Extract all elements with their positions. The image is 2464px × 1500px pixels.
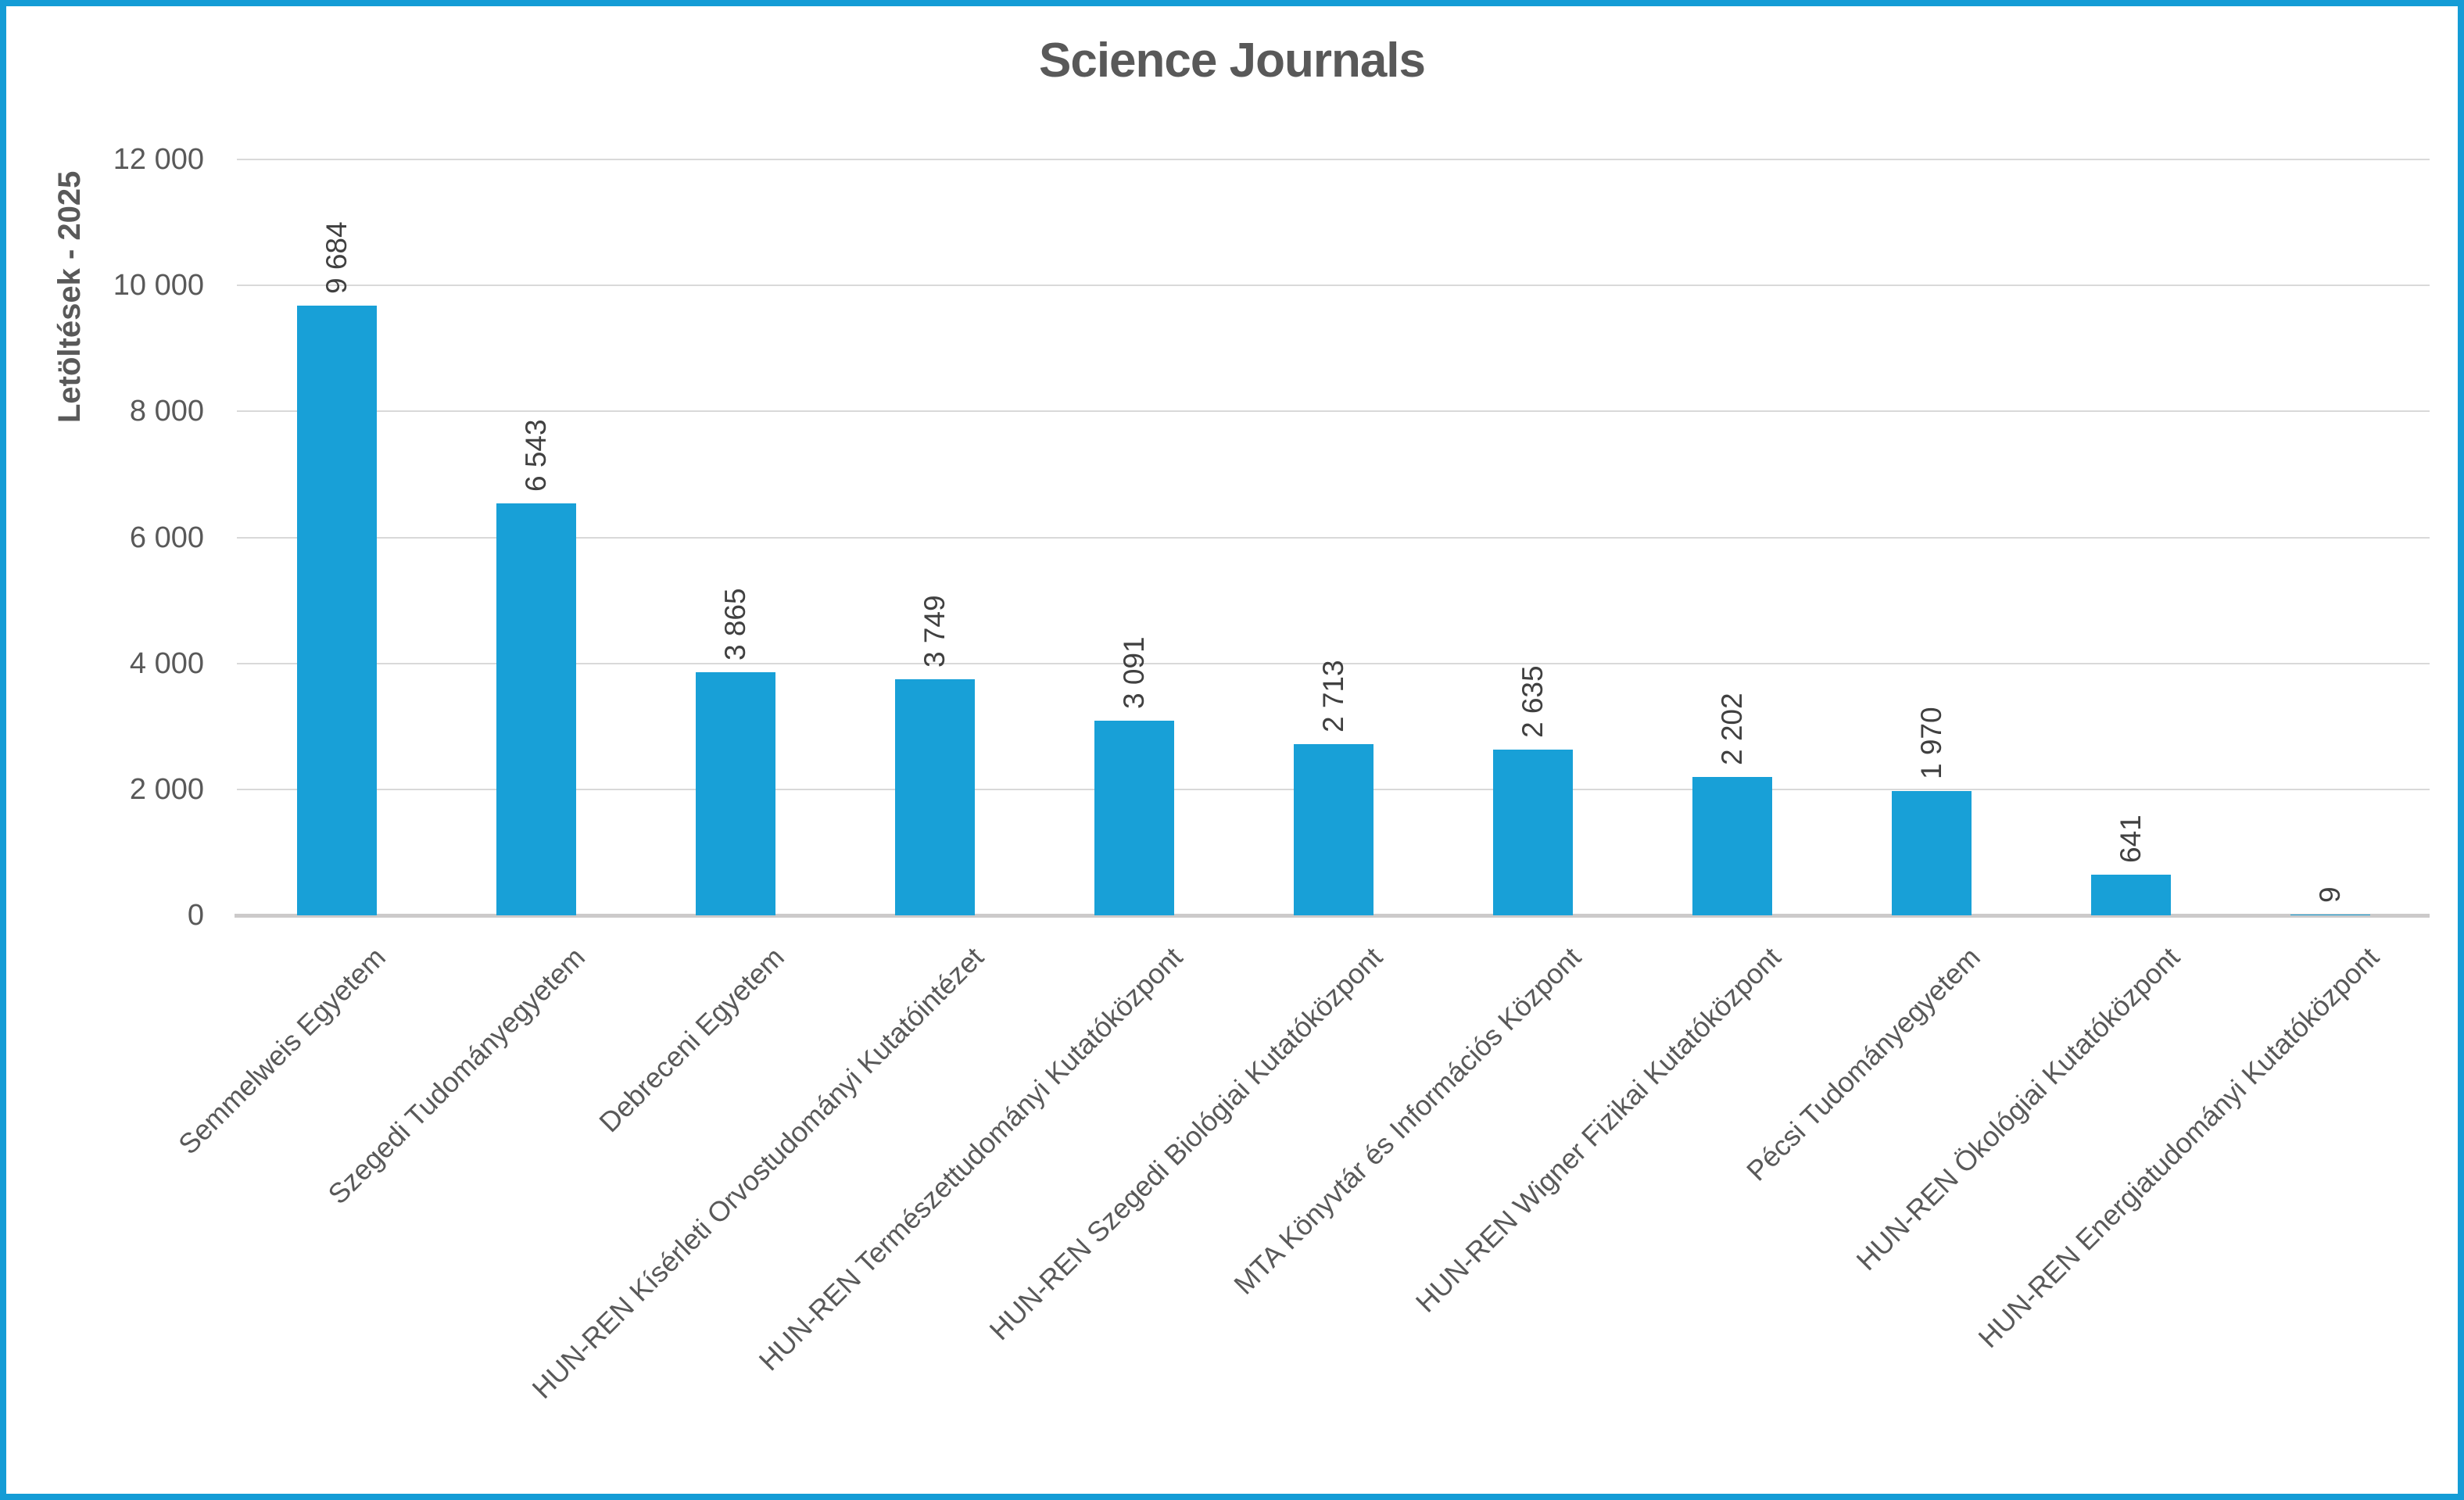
- bar-value-label: 3 091: [1118, 636, 1150, 709]
- x-category-label: HUN-REN Wigner Fizikai Kutatóközpont: [1409, 940, 1787, 1319]
- bar: [496, 503, 576, 915]
- bar-value-label: 641: [2115, 814, 2147, 863]
- y-tick-label: 12 000: [113, 143, 204, 176]
- bar: [1493, 750, 1573, 915]
- bar-value-label: 1 970: [1915, 707, 1947, 779]
- bar: [696, 672, 775, 915]
- x-category-label: Semmelweis Egyetem: [171, 940, 392, 1161]
- x-category-label: HUN-REN Szegedi Biológiai Kutatóközpont: [983, 940, 1388, 1347]
- x-category-label: HUN-REN Természettudományi Kutatóközpont: [753, 940, 1189, 1377]
- gridline: [237, 159, 2430, 160]
- gridline: [237, 285, 2430, 287]
- x-category-label: HUN-REN Kísérleti Orvostudományi Kutatói…: [525, 940, 990, 1405]
- bar-value-label: 2 202: [1716, 693, 1748, 765]
- y-tick-label: 4 000: [129, 646, 204, 680]
- y-tick-label: 8 000: [129, 395, 204, 428]
- bar-value-label: 3 749: [919, 595, 951, 668]
- bar-value-label: 9: [2314, 886, 2346, 903]
- x-category-label: HUN-REN Energiatudományi Kutatóközpont: [1972, 940, 2385, 1355]
- bar: [1892, 791, 1972, 915]
- x-category-label: MTA Könyvtár és Információs Központ: [1227, 940, 1588, 1301]
- y-tick-label: 6 000: [129, 521, 204, 554]
- bar-value-label: 6 543: [520, 419, 552, 492]
- bar-value-label: 9 684: [321, 221, 353, 294]
- gridline: [237, 410, 2430, 413]
- bar: [297, 306, 377, 915]
- x-axis-line: [235, 914, 2430, 918]
- y-tick-label: 10 000: [113, 269, 204, 303]
- bar: [2091, 875, 2171, 915]
- bar: [1294, 744, 1373, 915]
- bar-value-label: 2 635: [1517, 665, 1549, 738]
- bar-value-label: 3 865: [719, 588, 751, 661]
- bar: [895, 679, 975, 915]
- y-tick-label: 0: [187, 899, 204, 932]
- bar: [1094, 721, 1174, 915]
- x-category-label: Pécsi Tudományegyetem: [1739, 940, 1986, 1187]
- x-category-label: HUN-REN Ökológiai Kutatóközpont: [1850, 940, 2186, 1277]
- chart-title: Science Journals: [1038, 34, 1426, 88]
- x-category-label: Debreceni Egyetem: [593, 940, 790, 1139]
- bar-value-label: 2 713: [1317, 660, 1349, 732]
- gridline: [237, 536, 2430, 539]
- gridline: [237, 662, 2430, 664]
- plot-area: Letöltések - 2025 12 000 10 000 8 000 6 000…: [6, 6, 2458, 1494]
- y-tick-label: 2 000: [129, 772, 204, 806]
- bar: [1692, 777, 1772, 915]
